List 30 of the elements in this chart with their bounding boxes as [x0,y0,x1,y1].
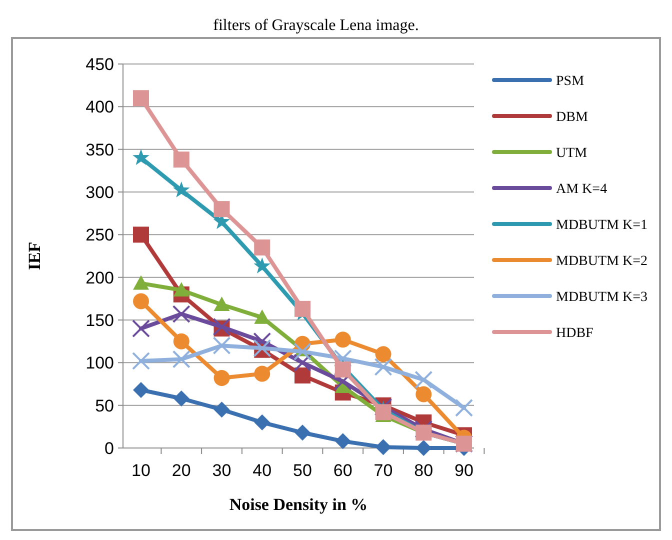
legend-label: HDBF [556,326,594,341]
y-axis-title: IEF [25,242,44,270]
y-tick-label: 50 [95,396,114,416]
x-tick-label: 90 [454,461,474,480]
legend-label: AM K=4 [556,182,608,197]
legend-label: MDBUTM K=3 [556,290,648,305]
y-tick-label: 100 [86,354,114,373]
legend-label: MDBUTM K=1 [556,218,648,233]
x-tick-label: 20 [172,461,191,480]
y-tick-label: 400 [86,98,114,117]
x-tick-label: 70 [374,461,393,480]
x-tick-label: 30 [212,461,232,480]
y-tick-label: 200 [86,268,114,288]
x-tick-label: 10 [132,461,150,480]
x-tick-label: 40 [252,461,272,480]
x-tick-label: 60 [333,461,352,480]
y-tick-label: 350 [86,140,114,160]
legend-label: UTM [556,146,588,161]
legend-label: DBM [556,110,588,125]
y-tick-label: 450 [86,54,114,74]
y-tick-label: 150 [86,310,114,330]
x-tick-label: 80 [414,461,434,480]
x-tick-label: 50 [293,461,312,480]
x-axis-title: Noise Density in % [229,495,368,514]
y-tick-label: 250 [86,226,114,245]
text: filters of Grayscale Lena image. [213,17,419,34]
y-tick-label: 0 [104,438,114,458]
legend-label: PSM [556,74,585,89]
legend-label: MDBUTM K=2 [556,254,648,269]
y-tick-label: 300 [86,182,114,202]
